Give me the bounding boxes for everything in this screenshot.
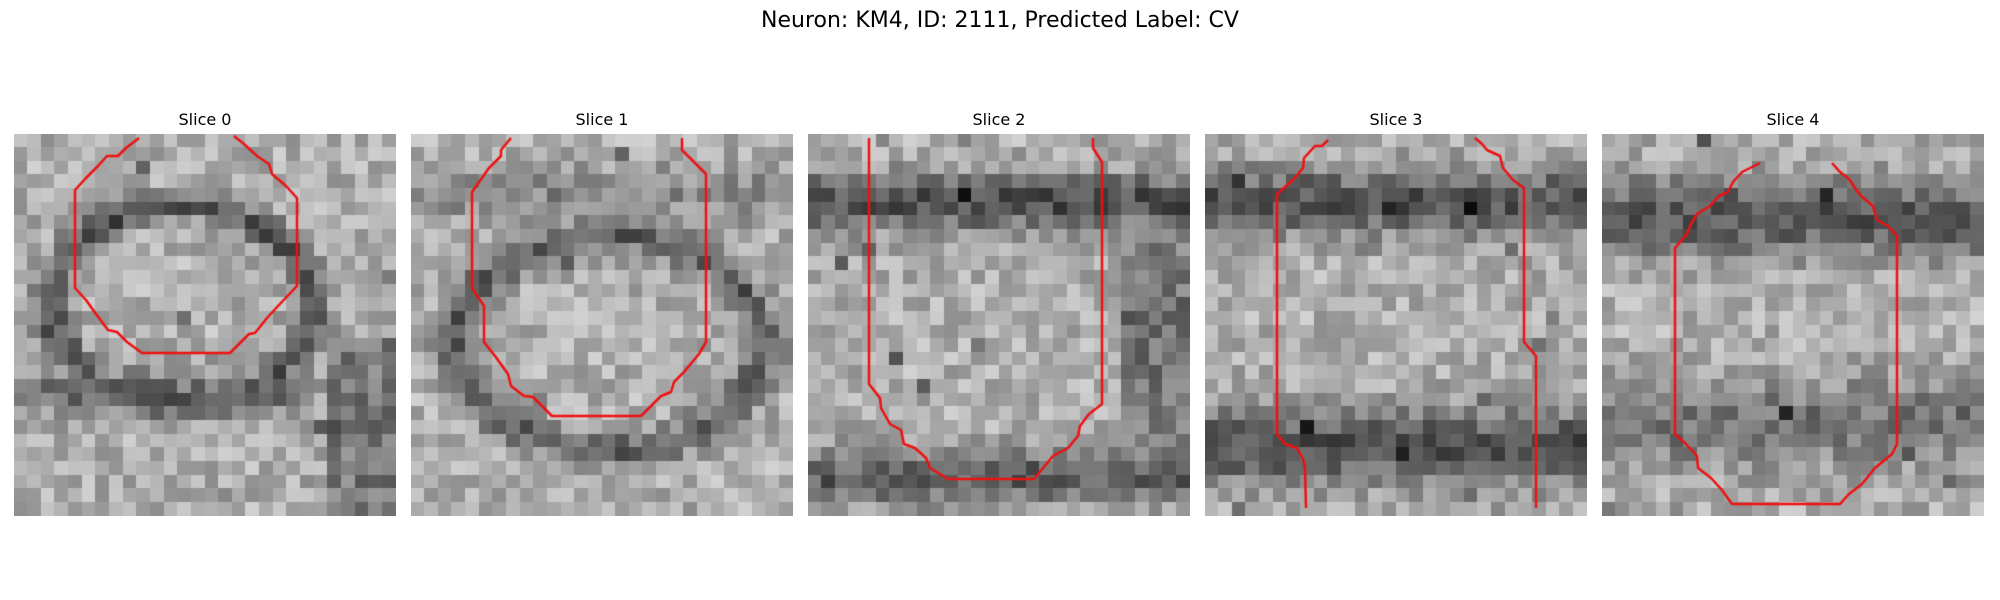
slice-title-4: Slice 4 [1766,110,1820,129]
slice-image-2 [808,134,1190,516]
slice-panel-3: Slice 3 [1205,110,1587,516]
slice-title-1: Slice 1 [575,110,629,129]
figure-title: Neuron: KM4, ID: 2111, Predicted Label: … [761,8,1239,33]
slice-title-2: Slice 2 [972,110,1026,129]
slice-panel-4: Slice 4 [1602,110,1984,516]
slice-title-3: Slice 3 [1369,110,1423,129]
slice-image-3 [1205,134,1587,516]
slice-title-0: Slice 0 [178,110,232,129]
slice-image-1 [411,134,793,516]
slice-panel-0: Slice 0 [14,110,396,516]
slice-panel-1: Slice 1 [411,110,793,516]
slice-image-0 [14,134,396,516]
slice-panel-2: Slice 2 [808,110,1190,516]
slice-image-4 [1602,134,1984,516]
